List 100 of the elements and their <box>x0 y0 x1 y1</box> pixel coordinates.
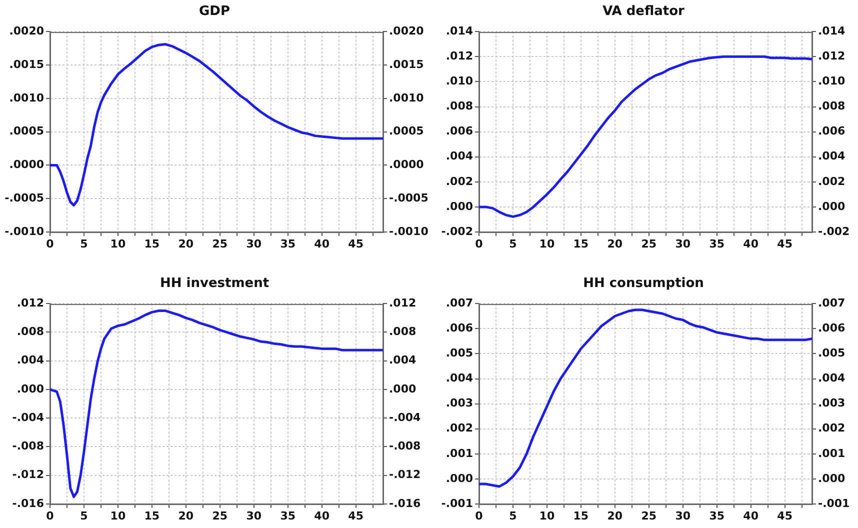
y2-tick-label: .000 <box>818 200 846 213</box>
y2-tick-label: .002 <box>818 422 846 435</box>
y-tick-label: .0020 <box>9 24 44 38</box>
y-tick-label: .000 <box>446 200 474 213</box>
x-tick-label: 35 <box>280 509 296 522</box>
y-tick-label: .000 <box>446 472 474 485</box>
x-tick-label: 0 <box>46 509 54 522</box>
y-tick-label: .008 <box>446 100 473 113</box>
y2-tick-label: .012 <box>389 296 416 310</box>
y-tick-label: .004 <box>446 372 474 385</box>
y-tick-label: .008 <box>16 325 44 338</box>
y-tick-label: .006 <box>446 322 474 335</box>
x-tick-label: 15 <box>144 509 160 522</box>
x-tick-label: 30 <box>246 237 262 250</box>
y2-tick-label: .0015 <box>389 58 424 71</box>
y-tick-label: .003 <box>446 396 473 410</box>
x-tick-label: 35 <box>709 509 725 522</box>
y2-tick-label: .0000 <box>389 158 424 172</box>
y-tick-label: .002 <box>446 174 473 188</box>
y2-tick-label: .006 <box>818 322 846 335</box>
y-tick-label: -.0005 <box>4 191 44 204</box>
y-tick-label: .006 <box>446 124 474 138</box>
x-tick-label: 45 <box>777 237 792 250</box>
x-tick-label: 20 <box>178 509 194 522</box>
x-tick-label: 25 <box>212 509 228 522</box>
y-tick-label: -.001 <box>441 496 473 510</box>
y-tick-label: .005 <box>446 346 473 360</box>
y2-tick-label: -.012 <box>389 468 421 482</box>
y2-tick-label: -.004 <box>389 410 422 424</box>
y-tick-label: .012 <box>446 50 473 63</box>
y2-tick-label: .008 <box>818 100 846 113</box>
x-tick-label: 10 <box>110 237 126 250</box>
y2-tick-label: .008 <box>389 325 416 338</box>
y-tick-label: .014 <box>446 24 474 38</box>
y-tick-label: .0005 <box>9 124 44 138</box>
y-tick-label: .007 <box>446 296 473 310</box>
y2-tick-label: .004 <box>389 354 416 367</box>
y2-tick-label: .012 <box>818 50 846 63</box>
y-tick-label: .004 <box>16 354 44 367</box>
y2-tick-label: .007 <box>818 296 846 310</box>
y2-tick-label: .002 <box>818 174 846 188</box>
y2-tick-label: .003 <box>818 396 846 410</box>
x-tick-label: 20 <box>607 509 623 522</box>
x-tick-label: 40 <box>314 237 330 250</box>
x-tick-label: 30 <box>246 509 262 522</box>
x-tick-label: 15 <box>144 237 160 250</box>
x-tick-label: 10 <box>539 509 555 522</box>
y-tick-label: .001 <box>446 446 473 460</box>
x-tick-label: 5 <box>509 509 517 522</box>
y2-tick-label: -.002 <box>818 224 850 238</box>
y2-tick-label: .001 <box>818 446 846 460</box>
y-tick-label: .012 <box>16 296 44 310</box>
chart-title: HH consumption <box>583 276 704 292</box>
y2-tick-label: .0010 <box>389 91 424 104</box>
y-tick-label: -.012 <box>12 468 44 482</box>
y-tick-label: .002 <box>446 422 473 435</box>
x-tick-label: 30 <box>675 237 691 250</box>
y2-tick-label: .0005 <box>389 124 424 138</box>
x-tick-label: 15 <box>573 237 589 250</box>
x-tick-label: 20 <box>607 237 623 250</box>
y2-tick-label: -.0005 <box>389 191 428 204</box>
y2-tick-label: .005 <box>818 346 846 360</box>
x-tick-label: 0 <box>475 509 484 522</box>
x-tick-label: 25 <box>212 237 228 250</box>
x-tick-label: 5 <box>509 237 517 250</box>
x-tick-label: 30 <box>675 509 691 522</box>
y-tick-label: .0000 <box>9 158 44 172</box>
x-tick-label: 0 <box>475 237 484 250</box>
y2-tick-label: .000 <box>389 382 416 396</box>
chart-title: VA deflator <box>602 4 686 20</box>
y2-tick-label: .0020 <box>389 24 424 38</box>
y2-tick-label: .000 <box>818 472 846 485</box>
chart-title: HH investment <box>160 276 270 292</box>
y-tick-label: .004 <box>446 150 474 163</box>
x-tick-label: 10 <box>110 509 126 522</box>
y2-tick-label: .006 <box>818 124 846 138</box>
x-tick-label: 25 <box>641 237 657 250</box>
chart-title: GDP <box>199 4 230 20</box>
x-tick-label: 5 <box>80 509 88 522</box>
y2-tick-label: .014 <box>818 24 846 38</box>
y2-tick-label: -.0010 <box>389 224 429 238</box>
y-tick-label: -.002 <box>441 224 473 238</box>
y-tick-label: -.008 <box>12 440 44 453</box>
y-tick-label: .0015 <box>9 58 44 71</box>
x-tick-label: 40 <box>743 237 759 250</box>
y2-tick-label: .004 <box>818 150 846 163</box>
x-tick-label: 10 <box>539 237 555 250</box>
y-tick-label: .000 <box>16 382 44 396</box>
y2-tick-label: .004 <box>818 372 846 385</box>
y-tick-label: -.004 <box>12 410 44 424</box>
x-tick-label: 20 <box>178 237 194 250</box>
x-tick-label: 35 <box>280 237 296 250</box>
y-tick-label: .010 <box>446 74 474 88</box>
y2-tick-label: -.008 <box>389 440 421 453</box>
x-tick-label: 25 <box>641 509 657 522</box>
x-tick-label: 35 <box>709 237 725 250</box>
x-tick-label: 0 <box>46 237 54 250</box>
y2-tick-label: .010 <box>818 74 846 88</box>
y2-tick-label: -.016 <box>389 496 422 510</box>
x-tick-label: 45 <box>777 509 792 522</box>
